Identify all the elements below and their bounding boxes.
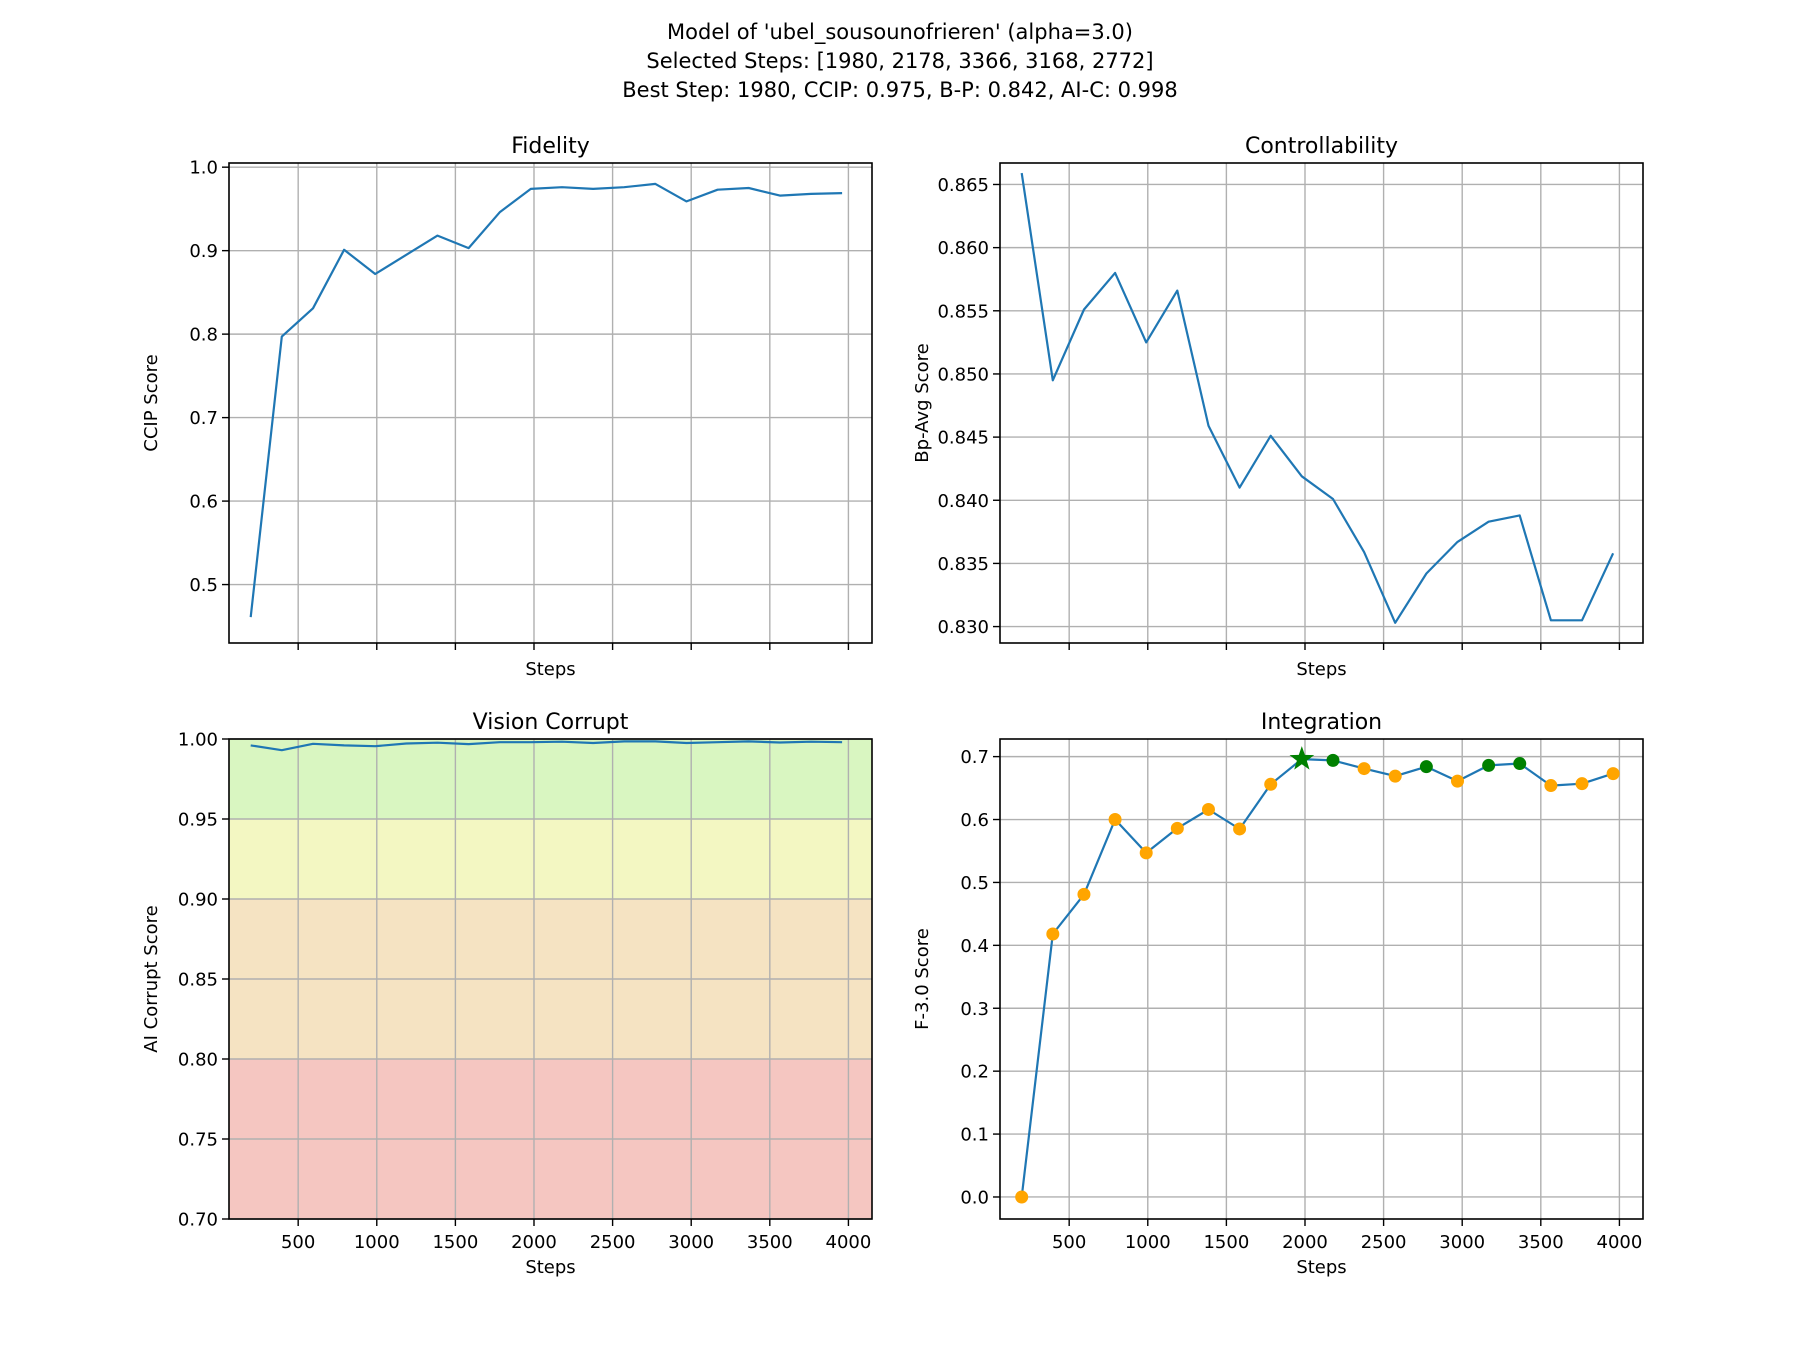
series-line [1020, 172, 1615, 624]
x-tick-label: 2500 [1361, 1232, 1407, 1253]
figure-title-line-2: Selected Steps: [1980, 2178, 3366, 3168,… [646, 49, 1153, 73]
x-tick-label: 4000 [826, 1232, 872, 1253]
y-tick-label: 0.0 [960, 1187, 989, 1208]
y-tick-label: 0.6 [960, 810, 989, 831]
x-tick-label: 1000 [354, 1232, 400, 1253]
step-point [1606, 767, 1620, 781]
plot-frame [999, 162, 1644, 644]
y-axis-label: AI Corrupt Score [141, 905, 162, 1052]
chart-title: Fidelity [511, 134, 590, 159]
y-tick-label: 0.5 [189, 575, 218, 596]
y-tick-label: 0.835 [937, 554, 989, 575]
y-tick-label: 0.2 [960, 1062, 989, 1083]
y-tick-label: 0.860 [937, 238, 989, 259]
plot-frame [228, 162, 873, 644]
y-tick-label: 0.7 [189, 408, 218, 429]
step-point [1046, 927, 1060, 941]
fidelity-chart: 0.5 0.6 0.7 0.8 0.9 1.0 Fidelity Steps CCIP Scor… [141, 134, 873, 680]
score-band-0 [229, 739, 872, 819]
y-tick-label: 0.840 [937, 491, 989, 512]
controllability-chart: 0.830 0.835 0.840 0.845 0.850 0.855 0.860 0.865… [912, 134, 1644, 680]
x-tick-label: 3500 [1518, 1232, 1564, 1253]
y-axis-label: CCIP Score [141, 354, 162, 451]
y-tick-label: 0.95 [178, 810, 218, 831]
x-tick-label: 2000 [1282, 1232, 1328, 1253]
step-point [1201, 802, 1215, 816]
selected-step-point [1513, 757, 1527, 771]
step-point [1233, 822, 1247, 836]
step-point [1388, 769, 1402, 783]
x-tick-label: 1500 [432, 1232, 478, 1253]
step-point [1015, 1190, 1029, 1204]
y-tick-label: 0.75 [178, 1130, 218, 1151]
x-axis-label: Steps [1296, 1257, 1346, 1278]
x-axis-label: Steps [525, 1257, 575, 1278]
y-tick-label: 0.865 [937, 175, 989, 196]
x-tick-label: 3500 [747, 1232, 793, 1253]
x-tick-label: 500 [281, 1232, 315, 1253]
y-tick-label: 0.4 [960, 936, 989, 957]
chart-title: Integration [1261, 710, 1382, 735]
step-point [1544, 779, 1558, 793]
x-tick-label: 3000 [1439, 1232, 1485, 1253]
y-tick-label: 0.8 [189, 325, 218, 346]
score-band-1 [229, 819, 872, 899]
series-line [250, 740, 843, 752]
y-tick-label: 0.80 [178, 1050, 218, 1071]
integration-chart: 500 1000 1500 2000 2500 3000 3500 4000 0.0 0.1 0.2… [912, 710, 1644, 1278]
y-tick-label: 0.830 [937, 617, 989, 638]
step-point [1264, 777, 1278, 791]
step-point [1450, 774, 1464, 788]
step-point [1575, 777, 1589, 791]
x-tick-label: 500 [1052, 1232, 1086, 1253]
y-tick-label: 0.85 [178, 970, 218, 991]
x-tick-label: 4000 [1597, 1232, 1643, 1253]
figure-title-line-3: Best Step: 1980, CCIP: 0.975, B-P: 0.842… [622, 78, 1177, 102]
y-tick-label: 0.90 [178, 890, 218, 911]
x-tick-label: 3000 [668, 1232, 714, 1253]
y-tick-label: 0.845 [937, 428, 989, 449]
y-tick-label: 0.70 [178, 1210, 218, 1231]
y-tick-label: 0.1 [960, 1125, 989, 1146]
selected-step-point [1419, 760, 1433, 774]
step-point [1357, 762, 1371, 776]
best-step-star-marker [1289, 746, 1315, 770]
y-tick-label: 0.5 [960, 873, 989, 894]
figure-title-line-1: Model of 'ubel_sousounofrieren' (alpha=3… [667, 20, 1133, 45]
selected-step-point [1482, 758, 1496, 772]
chart-title: Controllability [1245, 134, 1398, 159]
plot-frame [999, 738, 1644, 1220]
y-tick-label: 0.850 [937, 364, 989, 385]
step-point [1077, 887, 1091, 901]
vision-corrupt-chart: 500 1000 1500 2000 2500 3000 3500 4000 0.70 0.75 0… [141, 710, 873, 1278]
y-tick-label: 0.6 [189, 492, 218, 513]
x-tick-label: 2000 [511, 1232, 557, 1253]
series-line [1020, 757, 1614, 1198]
x-tick-label: 1500 [1203, 1232, 1249, 1253]
step-point [1139, 846, 1153, 860]
y-tick-label: 0.3 [960, 999, 989, 1020]
step-point [1170, 821, 1184, 835]
x-axis-label: Steps [525, 659, 575, 680]
x-tick-label: 1000 [1125, 1232, 1171, 1253]
series-line [249, 182, 843, 618]
y-tick-label: 1.0 [189, 158, 218, 179]
x-tick-label: 2500 [590, 1232, 636, 1253]
step-point [1108, 813, 1122, 827]
y-axis-label: F-3.0 Score [912, 928, 933, 1030]
y-tick-label: 0.7 [960, 747, 989, 768]
selected-step-point [1326, 753, 1340, 767]
y-tick-label: 0.855 [937, 301, 989, 322]
y-tick-label: 1.00 [178, 730, 218, 751]
x-axis-label: Steps [1296, 659, 1346, 680]
y-axis-label: Bp-Avg Score [912, 343, 933, 462]
chart-title: Vision Corrupt [473, 710, 629, 735]
y-tick-label: 0.9 [189, 241, 218, 262]
